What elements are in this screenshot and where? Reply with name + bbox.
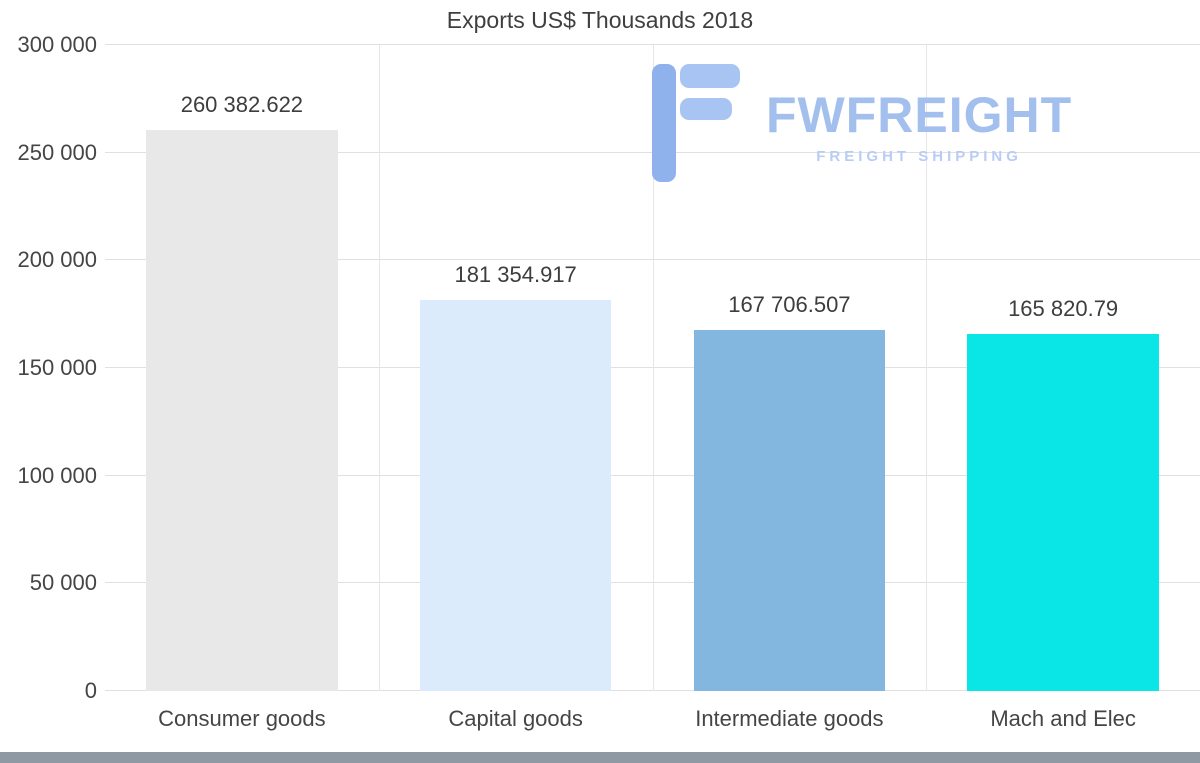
bar-value-label: 260 382.622 (180, 92, 304, 118)
bottom-strip (0, 752, 1200, 763)
y-tick-label: 150 000 (17, 355, 97, 380)
watermark-tagline: FREIGHT SHIPPING (816, 148, 1022, 165)
y-tick-label: 50 000 (29, 570, 97, 596)
plot-area: 260 382.622 181 354.917 167 706.507 165 820… (105, 44, 1200, 691)
bar-value-label: 167 706.507 (728, 291, 851, 317)
bar-column: 167 706.507 (653, 45, 927, 691)
bar-value-label: 181 354.917 (454, 262, 577, 288)
bar-value-label: 165 820.79 (1008, 295, 1119, 321)
y-tick-label: 250 000 (17, 139, 97, 165)
watermark-brand: FWFREIGHT (766, 87, 1073, 143)
bar-intermediate-goods[interactable] (693, 329, 886, 691)
bar-consumer-goods[interactable] (146, 130, 338, 691)
bar-column: 181 354.917 (379, 45, 653, 691)
category-label: Mach and Elec (990, 706, 1136, 731)
category-label: Intermediate goods (695, 706, 884, 731)
x-axis: Consumer goods Capital goods Intermediate … (105, 702, 1200, 738)
chart-title: Exports US$ Thousands 2018 (446, 7, 754, 33)
bar-capital-goods[interactable] (419, 300, 612, 691)
bar-column: 260 382.622 (105, 45, 379, 691)
category-label: Capital goods (448, 706, 583, 731)
y-tick-label: 200 000 (17, 247, 97, 273)
watermark-text: FWFREIGHT FREIGHT SHIPPING (766, 62, 1072, 165)
gridline-vertical (378, 45, 380, 691)
y-tick-label: 100 000 (17, 462, 97, 488)
gridline-vertical (652, 45, 654, 691)
fwfreight-logo-icon (646, 62, 742, 189)
gridline-vertical (926, 45, 928, 691)
gridline-horizontal (105, 44, 1200, 45)
bar-mach-and-elec[interactable] (967, 333, 1159, 691)
watermark: FWFREIGHT FREIGHT SHIPPING (646, 62, 1072, 189)
category-label: Consumer goods (158, 706, 326, 731)
y-axis: 0 50 000 100 000 150 000 200 000 250 000 300 0… (0, 34, 97, 702)
bar-column: 165 820.79 (926, 45, 1200, 691)
y-tick-label: 0 (84, 678, 97, 703)
y-tick-label: 300 000 (17, 32, 97, 57)
